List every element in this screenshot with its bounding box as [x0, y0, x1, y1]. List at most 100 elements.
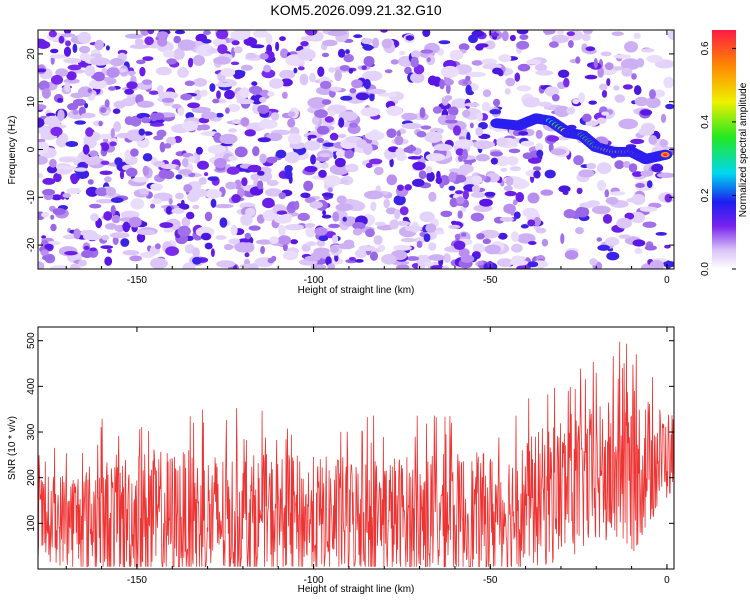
- heatmap-noise-cell: [82, 144, 90, 155]
- heatmap-noise-cell: [98, 120, 103, 127]
- heatmap-noise-cell: [328, 67, 336, 73]
- heatmap-noise-cell: [41, 235, 47, 239]
- heatmap-noise-cell: [476, 233, 485, 240]
- heatmap-noise-cell: [42, 188, 55, 196]
- heatmap-noise-cell: [136, 59, 146, 65]
- heatmap-noise-cell: [269, 236, 279, 244]
- heatmap-noise-cell: [390, 59, 399, 65]
- heatmap-noise-cell: [551, 34, 569, 44]
- heatmap-noise-cell: [287, 118, 296, 128]
- heatmap-noise-cell: [280, 213, 293, 220]
- heatmap-noise-cell: [325, 256, 332, 266]
- heatmap-noise-cell: [66, 187, 82, 194]
- heatmap-noise-cell: [513, 211, 521, 219]
- heatmap-noise-cell: [100, 160, 110, 165]
- heatmap-noise-cell: [282, 243, 288, 252]
- heatmap-noise-cell: [141, 116, 151, 124]
- heatmap-noise-cell: [621, 67, 633, 77]
- heatmap-noise-cell: [584, 74, 598, 80]
- heatmap-noise-cell: [618, 234, 631, 239]
- heatmap-noise-cell: [193, 89, 202, 101]
- heatmap-noise-cell: [173, 48, 185, 60]
- heatmap-noise-cell: [150, 122, 164, 127]
- heatmap-noise-cell: [428, 254, 445, 261]
- snr-x-tick-label: 0: [664, 575, 670, 586]
- heatmap-noise-cell: [497, 258, 513, 268]
- heatmap-noise-cell: [492, 67, 503, 75]
- heatmap-noise-cell: [566, 31, 575, 37]
- heatmap-noise-cell: [458, 155, 464, 162]
- heatmap-noise-cell: [511, 231, 519, 243]
- heatmap-noise-cell: [228, 238, 241, 245]
- heatmap-noise-cell: [334, 157, 346, 168]
- heatmap-noise-cell: [544, 86, 559, 97]
- heatmap-noise-cell: [130, 148, 139, 157]
- heatmap-noise-cell: [110, 128, 115, 139]
- heatmap-noise-cell: [62, 234, 77, 240]
- heatmap-noise-cell: [198, 124, 211, 131]
- heatmap-noise-cell: [67, 64, 82, 71]
- heatmap-noise-cell: [318, 169, 327, 178]
- heatmap-noise-cell: [575, 227, 584, 235]
- heatmap-noise-cell: [232, 119, 242, 125]
- heatmap-noise-cell: [623, 161, 631, 168]
- heatmap-noise-cell: [389, 219, 399, 230]
- heatmap-noise-cell: [192, 247, 200, 258]
- heatmap-noise-cell: [201, 39, 212, 44]
- heatmap-noise-cell: [321, 192, 334, 198]
- heatmap-noise-cell: [49, 158, 57, 168]
- heatmap-noise-cell: [428, 191, 437, 202]
- heatmap-noise-cell: [664, 193, 672, 203]
- heatmap-noise-cell: [102, 133, 118, 138]
- heatmap-noise-cell: [392, 245, 412, 251]
- heatmap-noise-cell: [618, 118, 638, 130]
- heatmap-noise-cell: [605, 237, 620, 246]
- snr-y-tick-label: 200: [26, 469, 37, 486]
- heatmap-noise-cell: [187, 57, 194, 68]
- colorbar-label: Normalized spectral amplitude: [738, 82, 749, 217]
- heatmap-noise-cell: [445, 114, 457, 121]
- heatmap-noise-cell: [300, 35, 320, 42]
- heatmap-noise-cell: [156, 129, 167, 138]
- heatmap-noise-cell: [477, 260, 484, 266]
- heatmap-noise-cell: [321, 52, 330, 58]
- heatmap-noise-cell: [631, 194, 646, 205]
- heatmap-noise-cell: [94, 39, 104, 51]
- heatmap-noise-cell: [95, 187, 109, 197]
- heatmap-noise-cell: [600, 51, 612, 57]
- heatmap-noise-cell: [49, 265, 69, 269]
- heatmap-noise-cell: [354, 259, 364, 263]
- heatmap-noise-cell: [191, 106, 211, 114]
- heatmap-noise-cell: [284, 165, 293, 173]
- heatmap-noise-cell: [601, 90, 608, 98]
- heatmap-noise-cell: [535, 227, 547, 234]
- heatmap-noise-cell: [303, 140, 321, 151]
- heatmap-noise-cell: [484, 40, 496, 50]
- heatmap-noise-cell: [80, 154, 90, 161]
- heatmap-noise-cell: [134, 38, 144, 46]
- heatmap-noise-cell: [204, 242, 213, 250]
- heatmap-noise-cell: [327, 30, 347, 37]
- heatmap-noise-cell: [41, 255, 53, 261]
- heatmap-noise-cell: [297, 212, 310, 221]
- heatmap-noise-cell: [84, 103, 89, 109]
- heatmap-noise-cell: [89, 150, 99, 158]
- heatmap-noise-cell: [279, 36, 286, 42]
- heatmap-noise-cell: [174, 30, 186, 35]
- heatmap-noise-cell: [630, 138, 645, 145]
- heatmap-noise-cell: [583, 30, 593, 35]
- heatmap-noise-cell: [77, 31, 92, 44]
- heatmap-noise-cell: [383, 198, 391, 209]
- heatmap-noise-cell: [104, 176, 112, 183]
- heatmap-noise-cell: [318, 153, 331, 158]
- heatmap-noise-cell: [66, 71, 77, 81]
- snr-x-tick-label: -100: [304, 575, 324, 586]
- heatmap-noise-cell: [443, 253, 451, 263]
- heatmap-noise-blobs: [38, 30, 674, 269]
- heatmap-noise-cell: [184, 80, 195, 87]
- heatmap-noise-cell: [342, 216, 347, 222]
- heatmap-noise-cell: [482, 89, 492, 98]
- heatmap-noise-cell: [40, 249, 49, 256]
- heatmap-noise-cell: [189, 188, 208, 198]
- snr-x-axis-label: Height of straight line (km): [298, 584, 415, 595]
